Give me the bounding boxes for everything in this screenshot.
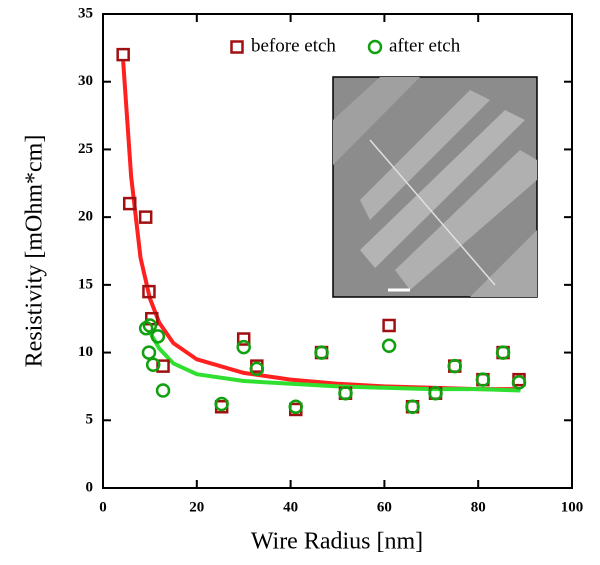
- x-tick-label: 0: [99, 499, 107, 515]
- point: [118, 49, 129, 60]
- y-tick-label: 20: [78, 209, 93, 225]
- point: [238, 341, 250, 353]
- point: [316, 347, 328, 359]
- point: [383, 340, 395, 352]
- point: [216, 398, 228, 410]
- y-tick-label: 15: [78, 276, 93, 292]
- point: [384, 320, 395, 331]
- legend-label: after etch: [389, 35, 461, 56]
- y-axis-title: Resistivity [mOhm*cm]: [22, 135, 48, 368]
- x-tick-label: 80: [471, 499, 486, 515]
- point: [513, 376, 525, 388]
- point: [157, 384, 169, 396]
- y-tick-label: 35: [78, 5, 93, 21]
- x-tick-label: 60: [377, 499, 392, 515]
- y-tick-label: 10: [78, 344, 93, 360]
- point: [290, 401, 302, 413]
- point: [407, 401, 419, 413]
- point: [449, 360, 461, 372]
- chart: Wire Radius [nm] Resistivity [mOhm*cm] 0…: [0, 0, 600, 560]
- x-tick-label: 20: [189, 499, 204, 515]
- legend-marker: [369, 41, 381, 53]
- point: [143, 347, 155, 359]
- legend-marker: [232, 42, 243, 53]
- x-tick-label: 40: [283, 499, 298, 515]
- point: [339, 387, 351, 399]
- y-tick-label: 30: [78, 73, 93, 89]
- point: [477, 374, 489, 386]
- x-tick-label: 100: [561, 499, 584, 515]
- point: [140, 212, 151, 223]
- inset-image: [333, 77, 537, 297]
- x-axis-title: Wire Radius [nm]: [251, 529, 423, 555]
- y-tick-label: 25: [78, 141, 93, 157]
- legend-label: before etch: [251, 35, 336, 56]
- y-tick-label: 5: [86, 412, 94, 428]
- y-tick-label: 0: [86, 479, 94, 495]
- point: [497, 347, 509, 359]
